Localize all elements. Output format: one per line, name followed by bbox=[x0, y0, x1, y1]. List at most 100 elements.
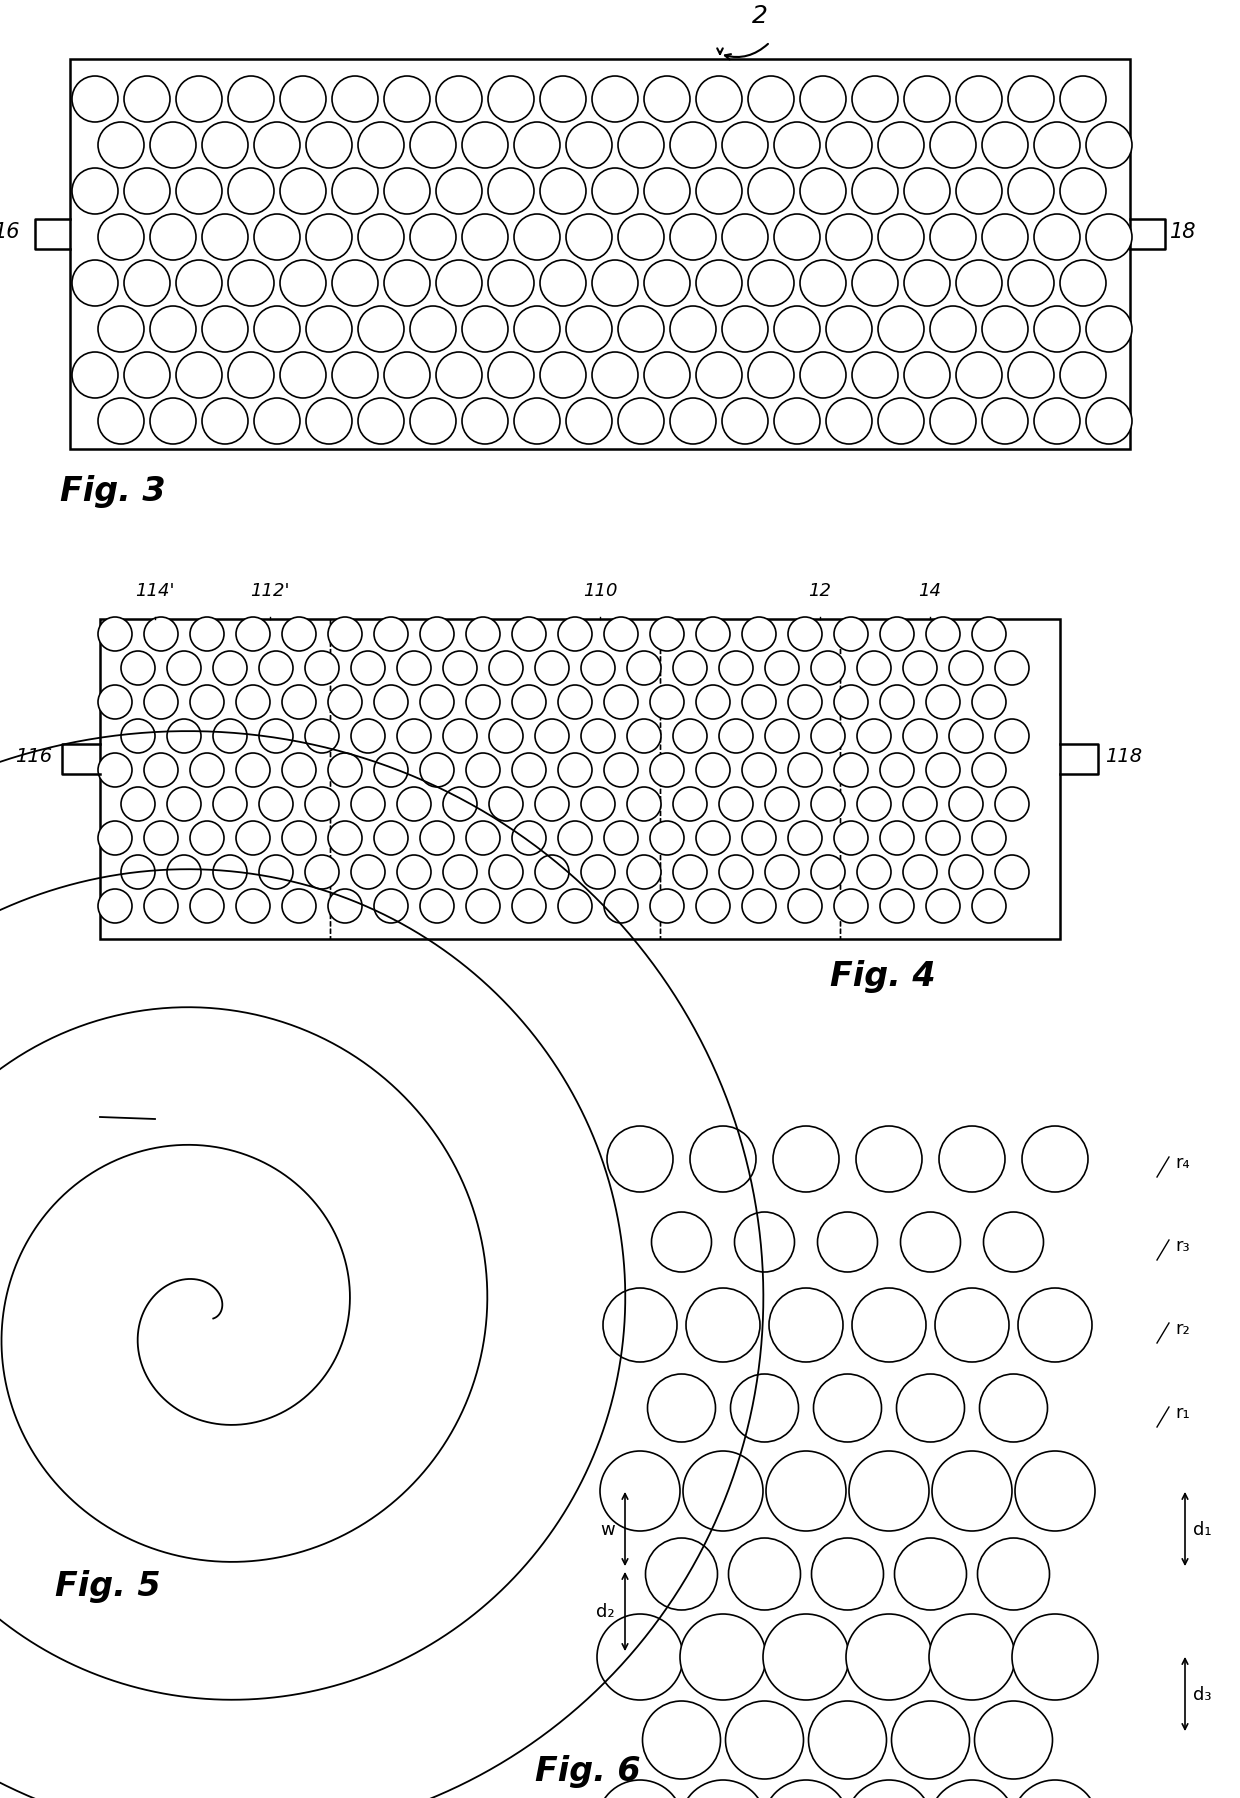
Ellipse shape bbox=[604, 890, 639, 924]
Ellipse shape bbox=[880, 822, 914, 856]
Text: 16: 16 bbox=[0, 221, 20, 243]
Ellipse shape bbox=[565, 216, 613, 261]
Ellipse shape bbox=[696, 169, 742, 216]
Ellipse shape bbox=[167, 856, 201, 890]
Ellipse shape bbox=[306, 307, 352, 352]
Ellipse shape bbox=[600, 1451, 680, 1532]
Ellipse shape bbox=[410, 399, 456, 444]
Ellipse shape bbox=[826, 307, 872, 352]
Ellipse shape bbox=[1008, 261, 1054, 307]
Ellipse shape bbox=[765, 788, 799, 822]
Ellipse shape bbox=[305, 788, 339, 822]
Ellipse shape bbox=[351, 719, 384, 753]
Text: d₁: d₁ bbox=[1193, 1519, 1211, 1537]
Ellipse shape bbox=[443, 719, 477, 753]
Ellipse shape bbox=[722, 307, 768, 352]
Ellipse shape bbox=[202, 122, 248, 169]
Ellipse shape bbox=[259, 856, 293, 890]
Ellipse shape bbox=[644, 169, 689, 216]
Ellipse shape bbox=[213, 719, 247, 753]
Ellipse shape bbox=[591, 261, 639, 307]
Ellipse shape bbox=[489, 788, 523, 822]
Ellipse shape bbox=[949, 719, 983, 753]
Ellipse shape bbox=[972, 890, 1006, 924]
Text: r₂: r₂ bbox=[1176, 1320, 1189, 1338]
Ellipse shape bbox=[259, 651, 293, 685]
Ellipse shape bbox=[857, 788, 892, 822]
Ellipse shape bbox=[558, 619, 591, 651]
Ellipse shape bbox=[939, 1126, 1004, 1192]
Ellipse shape bbox=[719, 788, 753, 822]
Ellipse shape bbox=[926, 822, 960, 856]
Ellipse shape bbox=[1086, 216, 1132, 261]
Ellipse shape bbox=[670, 307, 715, 352]
Ellipse shape bbox=[846, 1615, 932, 1701]
Ellipse shape bbox=[436, 77, 482, 122]
Ellipse shape bbox=[983, 1212, 1044, 1273]
Ellipse shape bbox=[856, 1126, 923, 1192]
Ellipse shape bbox=[489, 352, 534, 399]
Ellipse shape bbox=[332, 352, 378, 399]
Text: d₃: d₃ bbox=[1193, 1685, 1211, 1703]
Ellipse shape bbox=[787, 822, 822, 856]
Ellipse shape bbox=[150, 307, 196, 352]
Ellipse shape bbox=[719, 719, 753, 753]
Ellipse shape bbox=[591, 169, 639, 216]
Ellipse shape bbox=[826, 216, 872, 261]
Ellipse shape bbox=[686, 1289, 760, 1363]
Ellipse shape bbox=[904, 261, 950, 307]
Ellipse shape bbox=[358, 122, 404, 169]
Ellipse shape bbox=[683, 1451, 763, 1532]
Ellipse shape bbox=[176, 352, 222, 399]
Ellipse shape bbox=[787, 685, 822, 719]
Ellipse shape bbox=[534, 651, 569, 685]
Ellipse shape bbox=[835, 685, 868, 719]
Ellipse shape bbox=[397, 651, 432, 685]
Ellipse shape bbox=[280, 169, 326, 216]
Ellipse shape bbox=[774, 307, 820, 352]
Ellipse shape bbox=[852, 261, 898, 307]
Ellipse shape bbox=[150, 216, 196, 261]
Ellipse shape bbox=[642, 1701, 720, 1778]
Ellipse shape bbox=[176, 77, 222, 122]
Ellipse shape bbox=[813, 1374, 882, 1442]
Ellipse shape bbox=[977, 1537, 1049, 1609]
Ellipse shape bbox=[1022, 1126, 1087, 1192]
Ellipse shape bbox=[926, 685, 960, 719]
Ellipse shape bbox=[124, 261, 170, 307]
Ellipse shape bbox=[176, 261, 222, 307]
Ellipse shape bbox=[880, 753, 914, 788]
Ellipse shape bbox=[1008, 77, 1054, 122]
Ellipse shape bbox=[880, 685, 914, 719]
Ellipse shape bbox=[98, 122, 144, 169]
Ellipse shape bbox=[558, 685, 591, 719]
Ellipse shape bbox=[696, 890, 730, 924]
Ellipse shape bbox=[673, 856, 707, 890]
Ellipse shape bbox=[329, 890, 362, 924]
Text: Fig. 4: Fig. 4 bbox=[830, 960, 936, 992]
Ellipse shape bbox=[835, 619, 868, 651]
Ellipse shape bbox=[98, 685, 131, 719]
Ellipse shape bbox=[463, 122, 508, 169]
Ellipse shape bbox=[852, 169, 898, 216]
Ellipse shape bbox=[811, 1537, 884, 1609]
Ellipse shape bbox=[811, 788, 844, 822]
Ellipse shape bbox=[565, 307, 613, 352]
Ellipse shape bbox=[673, 719, 707, 753]
Ellipse shape bbox=[384, 169, 430, 216]
Ellipse shape bbox=[167, 719, 201, 753]
Bar bbox=[69, 59, 1130, 450]
Ellipse shape bbox=[351, 651, 384, 685]
Ellipse shape bbox=[618, 307, 663, 352]
Ellipse shape bbox=[539, 261, 587, 307]
Ellipse shape bbox=[489, 856, 523, 890]
Ellipse shape bbox=[124, 352, 170, 399]
Ellipse shape bbox=[122, 651, 155, 685]
Ellipse shape bbox=[167, 788, 201, 822]
Ellipse shape bbox=[1060, 169, 1106, 216]
Ellipse shape bbox=[765, 719, 799, 753]
Ellipse shape bbox=[774, 399, 820, 444]
Ellipse shape bbox=[384, 77, 430, 122]
Ellipse shape bbox=[734, 1212, 795, 1273]
Ellipse shape bbox=[228, 169, 274, 216]
